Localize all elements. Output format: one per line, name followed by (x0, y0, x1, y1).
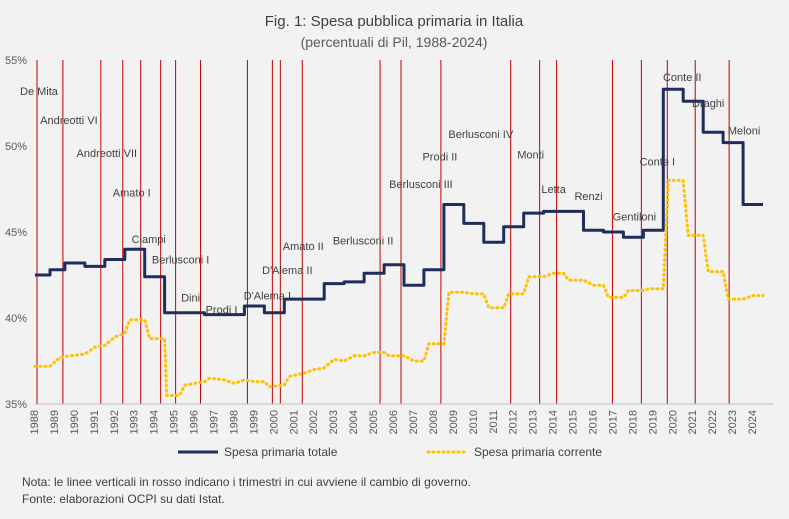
x-tick-label: 2010 (468, 410, 480, 434)
y-tick-label: 50% (5, 141, 27, 153)
government-label: Berlusconi III (389, 179, 453, 191)
x-tick-label: 1988 (29, 410, 41, 434)
government-label: Gentiloni (613, 212, 656, 224)
x-tick-label: 1998 (228, 410, 240, 434)
x-tick-label: 2002 (308, 410, 320, 434)
government-label: Letta (541, 184, 566, 196)
x-tick-label: 2018 (627, 410, 639, 434)
government-labels: De Mita Andreotti VI Andreotti VII Amato I C… (20, 72, 760, 316)
series-line-totale (35, 87, 763, 317)
x-tick-label: 1995 (169, 410, 181, 434)
x-tick-label: 2016 (587, 410, 599, 434)
government-label: Prodi I (206, 304, 238, 316)
x-tick-label: 2019 (647, 410, 659, 434)
x-tick-label: 1993 (129, 410, 141, 434)
x-tick-label: 2023 (727, 410, 739, 434)
government-label: De Mita (20, 86, 59, 98)
y-tick-label: 35% (5, 399, 27, 411)
government-label: Berlusconi I (152, 255, 209, 267)
footnote: Nota: le linee verticali in rosso indica… (22, 475, 471, 489)
government-change-lines (36, 60, 730, 404)
government-label: Amato I (113, 187, 151, 199)
x-tick-label: 2003 (328, 410, 340, 434)
government-label: Amato II (283, 241, 324, 253)
x-tick-label: 1994 (149, 410, 161, 434)
government-label: Berlusconi II (333, 236, 394, 248)
x-tick-label: 1990 (69, 410, 81, 434)
x-tick-label: 2013 (528, 410, 540, 434)
x-tick-label: 2008 (428, 410, 440, 434)
government-label: D'Alema I (244, 291, 291, 303)
government-label: Prodi II (422, 151, 457, 163)
x-tick-label: 2012 (508, 410, 520, 434)
government-label: D'Alema II (262, 265, 312, 277)
x-tick-label: 2006 (388, 410, 400, 434)
x-tick-label: 2007 (408, 410, 420, 434)
x-tick-label: 2005 (368, 410, 380, 434)
y-axis-ticks: 35% 40% 45% 50% 55% (5, 55, 27, 411)
legend: Spesa primaria totale Spesa primaria corr… (178, 445, 602, 459)
x-tick-label: 2001 (288, 410, 300, 434)
chart-title: Fig. 1: Spesa pubblica primaria in Itali… (265, 13, 524, 30)
x-tick-label: 2000 (268, 410, 280, 434)
government-label: Monti (517, 150, 544, 162)
government-label: Ciampi (132, 234, 166, 246)
government-label: Conte II (663, 72, 702, 84)
government-label: Draghi (692, 98, 724, 110)
x-tick-label: 1997 (209, 410, 221, 434)
government-label: Conte I (640, 156, 675, 168)
y-tick-label: 40% (5, 313, 27, 325)
y-tick-label: 55% (5, 55, 27, 67)
series-lines (33, 87, 765, 397)
source-note: Fonte: elaborazioni OCPI su dati Istat. (22, 492, 225, 506)
x-tick-label: 2017 (607, 410, 619, 434)
x-tick-label: 1992 (109, 410, 121, 434)
government-label: Andreotti VII (77, 148, 138, 160)
x-tick-label: 1999 (248, 410, 260, 434)
government-label: Andreotti VI (40, 115, 97, 127)
x-tick-label: 2009 (448, 410, 460, 434)
government-label: Dini (181, 292, 200, 304)
y-tick-label: 45% (5, 227, 27, 239)
x-tick-label: 1989 (49, 410, 61, 434)
legend-label-corrente: Spesa primaria corrente (474, 445, 602, 459)
government-label: Renzi (574, 191, 602, 203)
x-tick-label: 2020 (667, 410, 679, 434)
x-tick-label: 2021 (687, 410, 699, 434)
x-tick-label: 1991 (89, 410, 101, 434)
x-tick-label: 2014 (548, 410, 560, 434)
x-tick-label: 2022 (707, 410, 719, 434)
x-tick-label: 2015 (568, 410, 580, 434)
x-tick-label: 2004 (348, 410, 360, 434)
series-line-corrente (33, 178, 765, 397)
x-tick-label: 1996 (189, 410, 201, 434)
x-tick-label: 2024 (747, 410, 759, 434)
government-label: Berlusconi IV (448, 129, 513, 141)
legend-label-totale: Spesa primaria totale (224, 445, 338, 459)
x-axis-ticks: 1988 1989 1990 1991 1992 1993 1994 1995 1996 1997… (29, 410, 759, 434)
chart-subtitle: (percentuali di Pil, 1988-2024) (301, 34, 488, 50)
government-label: Meloni (728, 126, 760, 138)
x-tick-label: 2011 (488, 410, 500, 434)
